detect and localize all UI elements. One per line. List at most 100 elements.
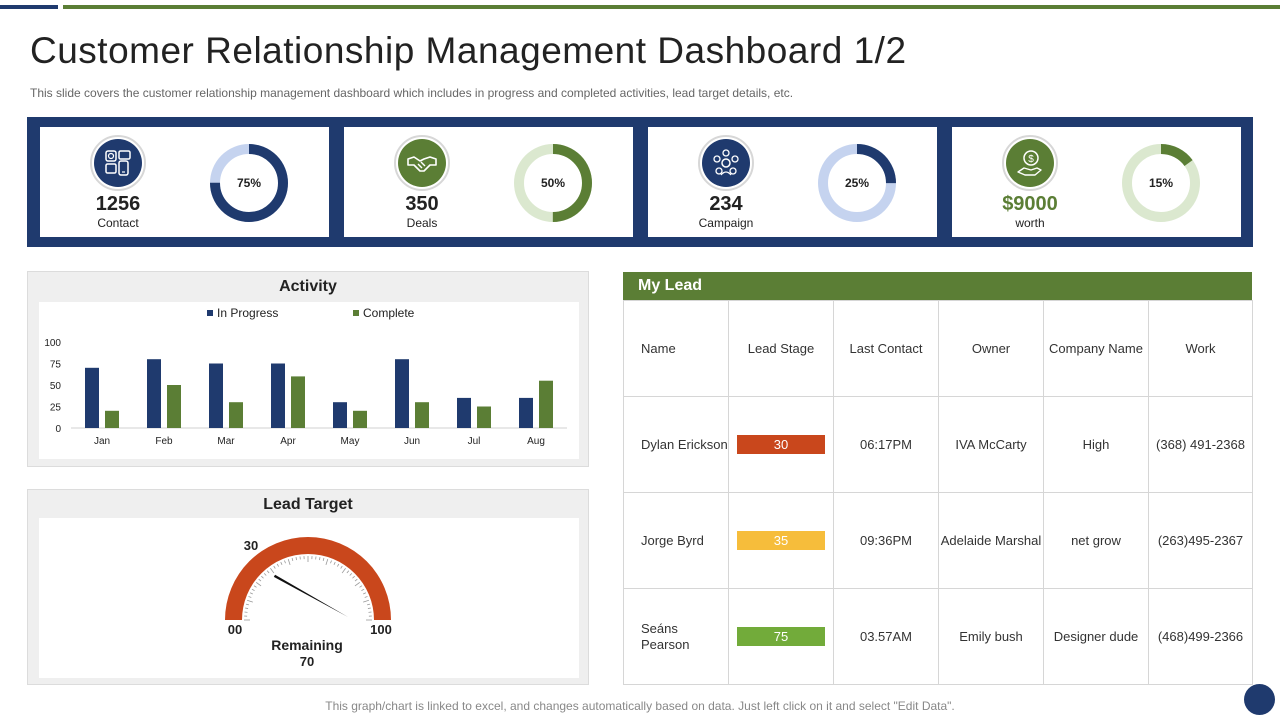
kpi-label: Contact <box>97 216 139 230</box>
gauge-tick <box>354 582 361 587</box>
y-tick-label: 75 <box>50 360 62 371</box>
gauge-tick <box>352 575 355 579</box>
bar-complete-jul[interactable] <box>477 406 491 429</box>
gauge-tick <box>253 585 257 588</box>
gauge-tick <box>333 561 336 565</box>
page-title: Customer Relationship Management Dashboa… <box>30 30 907 71</box>
gauge-tick <box>284 560 286 564</box>
bar-complete-aug[interactable] <box>539 380 553 428</box>
bar-complete-jan[interactable] <box>105 410 119 428</box>
bar-complete-mar[interactable] <box>229 402 243 428</box>
activity-panel: Activity In Progress Complete 0 25 50 75 100… <box>27 271 589 467</box>
lead-target-area: 30 00 100 Remaining 70 <box>39 518 579 678</box>
gauge-tick <box>359 585 363 588</box>
lead-name-cell: Seáns Pearson <box>623 588 729 685</box>
kpi-card-deals[interactable]: 350 Deals 50% <box>344 127 633 237</box>
x-tick-label: Apr <box>280 436 296 447</box>
gauge-tick <box>251 588 255 591</box>
top-accent-bar-green <box>63 5 1280 9</box>
bar-in-progress-jan[interactable] <box>85 367 99 428</box>
gauge-tick <box>364 596 368 598</box>
page-indicator-dot <box>1244 684 1275 715</box>
kpi-card-campaign[interactable]: 234 Campaign 25% <box>648 127 937 237</box>
bar-in-progress-apr[interactable] <box>271 363 285 429</box>
activity-bar-chart: 0 25 50 75 100 Jan Feb Mar Apr May Jun Jul Aug <box>44 338 567 447</box>
lead-target-panel: Lead Target 30 00 100 Remaining 70 <box>27 489 589 685</box>
gauge-tick <box>295 557 297 561</box>
column-header-work: Work <box>1148 300 1253 397</box>
y-tick-label: 50 <box>50 381 62 392</box>
table-row[interactable]: Jorge Byrd 35 09:36PM Adelaide Marshal n… <box>623 492 1253 589</box>
money-hand-icon: $ <box>1006 139 1054 187</box>
gauge-tick <box>249 592 253 595</box>
gauge-tick <box>245 607 249 609</box>
legend-item-in-progress: In Progress <box>207 306 278 320</box>
kpi-card-contact[interactable]: 1256 Contact 75% <box>40 127 329 237</box>
kpi-icon-ring: $ <box>1002 135 1058 191</box>
donut-percent-label: 50% <box>541 176 565 190</box>
gauge-tick <box>367 607 371 609</box>
gauge-tick <box>363 592 367 595</box>
kpi-donut-chart: 75% <box>210 144 288 222</box>
kpi-donut-chart: 25% <box>818 144 896 222</box>
bar-in-progress-feb[interactable] <box>147 359 161 428</box>
bar-in-progress-jul[interactable] <box>457 397 471 428</box>
legend-swatch-navy <box>207 310 213 316</box>
bar-complete-feb[interactable] <box>167 385 181 428</box>
bar-in-progress-mar[interactable] <box>209 363 223 429</box>
bar-complete-apr[interactable] <box>291 376 305 428</box>
kpi-donut-chart: 15% <box>1122 144 1200 222</box>
gauge-remaining-label: Remaining <box>271 637 343 653</box>
donut-percent-label: 75% <box>237 176 261 190</box>
bar-in-progress-jun[interactable] <box>395 359 409 428</box>
table-row[interactable]: Dylan Erickson 30 06:17PM IVA McCarty Hi… <box>623 396 1253 493</box>
x-tick-label: Feb <box>155 436 173 447</box>
gauge-tick <box>346 570 350 574</box>
table-header-row: Name Lead Stage Last Contact Owner Compa… <box>623 300 1253 397</box>
donut-progress-arc <box>1122 144 1200 222</box>
lead-target-title: Lead Target <box>263 496 353 513</box>
kpi-donut-chart: 50% <box>514 144 592 222</box>
gauge-tick <box>291 557 294 562</box>
gauge-tick <box>361 588 365 591</box>
bar-in-progress-may[interactable] <box>333 402 347 428</box>
gauge-min-label: 00 <box>228 622 242 637</box>
x-tick-label: Jun <box>404 436 420 447</box>
gauge-tick <box>330 560 332 564</box>
gauge-tick <box>255 582 262 587</box>
contact-devices-icon <box>94 139 142 187</box>
legend-item-complete: Complete <box>353 306 414 320</box>
kpi-value: 1256 <box>95 193 141 215</box>
gauge-tick <box>287 559 291 565</box>
bar-complete-may[interactable] <box>353 410 367 428</box>
kpi-value: 234 <box>709 193 743 215</box>
work-phone-cell: (263)495-2367 <box>1148 492 1253 589</box>
gauge-tick <box>245 603 250 606</box>
gauge-tick <box>280 561 283 565</box>
x-tick-label: Jan <box>94 436 110 447</box>
column-header-name: Name <box>623 300 729 397</box>
column-header-company-name: Company Name <box>1043 300 1149 397</box>
kpi-label: Campaign <box>698 216 754 230</box>
footer-note: This graph/chart is linked to excel, and… <box>325 699 955 713</box>
last-contact-cell: 09:36PM <box>833 492 939 589</box>
bar-complete-jun[interactable] <box>415 402 429 428</box>
kpi-card-worth[interactable]: $ $9000 worth 15% <box>952 127 1241 237</box>
last-contact-cell: 06:17PM <box>833 396 939 493</box>
gauge-arc <box>225 537 391 620</box>
donut-percent-label: 15% <box>1149 176 1173 190</box>
owner-cell: IVA McCarty <box>938 396 1044 493</box>
my-lead-table: Name Lead Stage Last Contact Owner Compa… <box>623 300 1253 685</box>
donut-progress-arc <box>210 144 288 222</box>
gauge-tick <box>349 573 353 576</box>
kpi-label: worth <box>1015 216 1045 230</box>
lead-target-gauge: 30 00 100 Remaining 70 <box>225 537 392 669</box>
gauge-tick <box>319 557 321 561</box>
table-row[interactable]: Seáns Pearson 75 03.57AM Emily bush Desi… <box>623 588 1253 685</box>
lead-stage-cell: 30 <box>728 396 834 493</box>
gauge-tick <box>248 596 252 598</box>
activity-title: Activity <box>279 278 337 295</box>
donut-progress-arc <box>818 144 896 222</box>
kpi-icon-ring <box>394 135 450 191</box>
bar-in-progress-aug[interactable] <box>519 397 533 428</box>
